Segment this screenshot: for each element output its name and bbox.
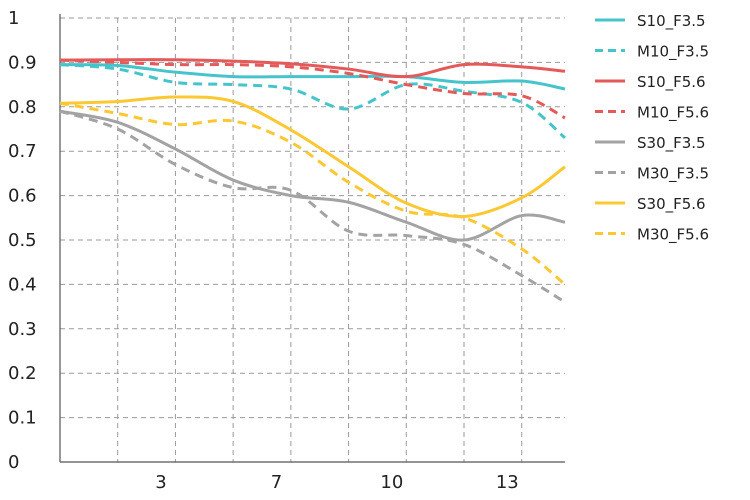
series-line-s30-f5-6 — [59, 95, 566, 218]
y-tick-label: 0.7 — [8, 141, 37, 162]
legend-label: S10_F3.5 — [637, 12, 706, 31]
legend-label: M10_F3.5 — [637, 43, 709, 62]
series-line-m10-f3-5 — [59, 63, 566, 140]
y-tick-label: 0.4 — [8, 274, 37, 295]
series-line-s30-f3-5 — [59, 109, 566, 242]
x-tick-label: 7 — [271, 472, 282, 493]
series-line-s10-f5-6 — [59, 58, 566, 79]
y-tick-label: 0.1 — [8, 408, 37, 429]
legend-label: S10_F5.6 — [637, 73, 706, 92]
series-lines — [59, 58, 566, 304]
y-tick-label: 0.5 — [8, 230, 37, 251]
x-tick-label: 13 — [496, 472, 519, 493]
y-tick-label: 0.6 — [8, 186, 37, 207]
x-tick-label: 10 — [380, 472, 403, 493]
series-line-m10-f5-6 — [59, 58, 566, 120]
x-tick-label: 3 — [155, 472, 166, 493]
series-line-s10-f3-5 — [59, 63, 566, 91]
y-tick-label: 0 — [8, 452, 19, 473]
axes: 00.10.20.30.40.50.60.70.80.913 7 10 13 — [8, 8, 565, 493]
y-tick-label: 0.8 — [8, 97, 37, 118]
series-line-m30-f5-6 — [59, 101, 566, 286]
y-tick-label: 0.9 — [8, 52, 37, 73]
y-tick-label: 0.2 — [8, 363, 37, 384]
legend-label: M10_F5.6 — [637, 104, 709, 123]
y-tick-label: 1 — [8, 8, 19, 29]
legend-label: S30_F3.5 — [637, 134, 706, 153]
legend: S10_F3.5 M10_F3.5 S10_F5.6 M10_F5.6 S30_F3.5… — [595, 12, 709, 245]
y-tick-label: 0.3 — [8, 319, 37, 340]
legend-label: M30_F3.5 — [637, 165, 709, 184]
legend-label: S30_F5.6 — [637, 195, 706, 214]
grid — [60, 17, 565, 462]
legend-label: M30_F5.6 — [637, 226, 709, 245]
series-line-m30-f3-5 — [59, 109, 566, 304]
